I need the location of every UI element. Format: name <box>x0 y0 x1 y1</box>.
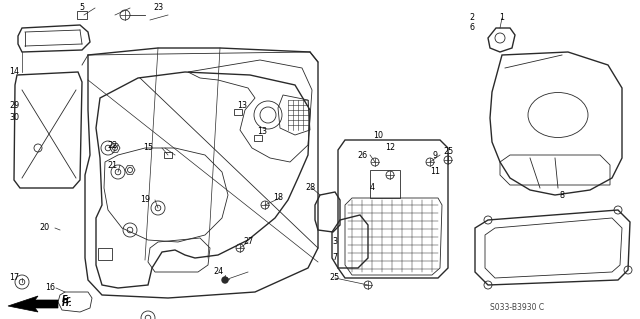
Text: 19: 19 <box>140 196 150 204</box>
Text: 25: 25 <box>443 147 453 157</box>
Text: 12: 12 <box>385 144 395 152</box>
Text: 20: 20 <box>39 224 49 233</box>
Text: 7: 7 <box>332 254 337 263</box>
Text: Fr.: Fr. <box>62 295 73 304</box>
Text: S033-B3930 C: S033-B3930 C <box>490 302 544 311</box>
Text: 18: 18 <box>273 194 283 203</box>
Bar <box>234 109 242 115</box>
Polygon shape <box>8 296 58 312</box>
Text: 14: 14 <box>9 68 19 77</box>
Text: 2: 2 <box>469 13 475 23</box>
Text: 16: 16 <box>45 284 55 293</box>
Text: 13: 13 <box>237 100 247 109</box>
Text: 29: 29 <box>9 100 19 109</box>
Bar <box>254 135 262 141</box>
Text: 25: 25 <box>330 273 340 283</box>
Circle shape <box>222 277 228 283</box>
Text: 9: 9 <box>433 151 438 160</box>
Text: 21: 21 <box>107 160 117 169</box>
Text: 6: 6 <box>470 24 474 33</box>
Text: 24: 24 <box>213 268 223 277</box>
Bar <box>164 152 172 158</box>
Text: 27: 27 <box>243 238 253 247</box>
Text: 15: 15 <box>143 144 153 152</box>
Bar <box>77 11 87 19</box>
Text: 30: 30 <box>9 114 19 122</box>
Text: 13: 13 <box>257 128 267 137</box>
Text: 22: 22 <box>107 140 117 150</box>
Text: 11: 11 <box>430 167 440 176</box>
Text: Fr.: Fr. <box>62 300 73 308</box>
Text: 8: 8 <box>559 190 564 199</box>
Text: 4: 4 <box>369 183 374 192</box>
Text: 10: 10 <box>373 130 383 139</box>
Text: 23: 23 <box>153 4 163 12</box>
Text: 5: 5 <box>79 4 84 12</box>
Text: 1: 1 <box>499 13 504 23</box>
Text: 28: 28 <box>305 183 315 192</box>
Text: 3: 3 <box>333 238 337 247</box>
Text: 17: 17 <box>9 273 19 283</box>
Text: 26: 26 <box>357 151 367 160</box>
